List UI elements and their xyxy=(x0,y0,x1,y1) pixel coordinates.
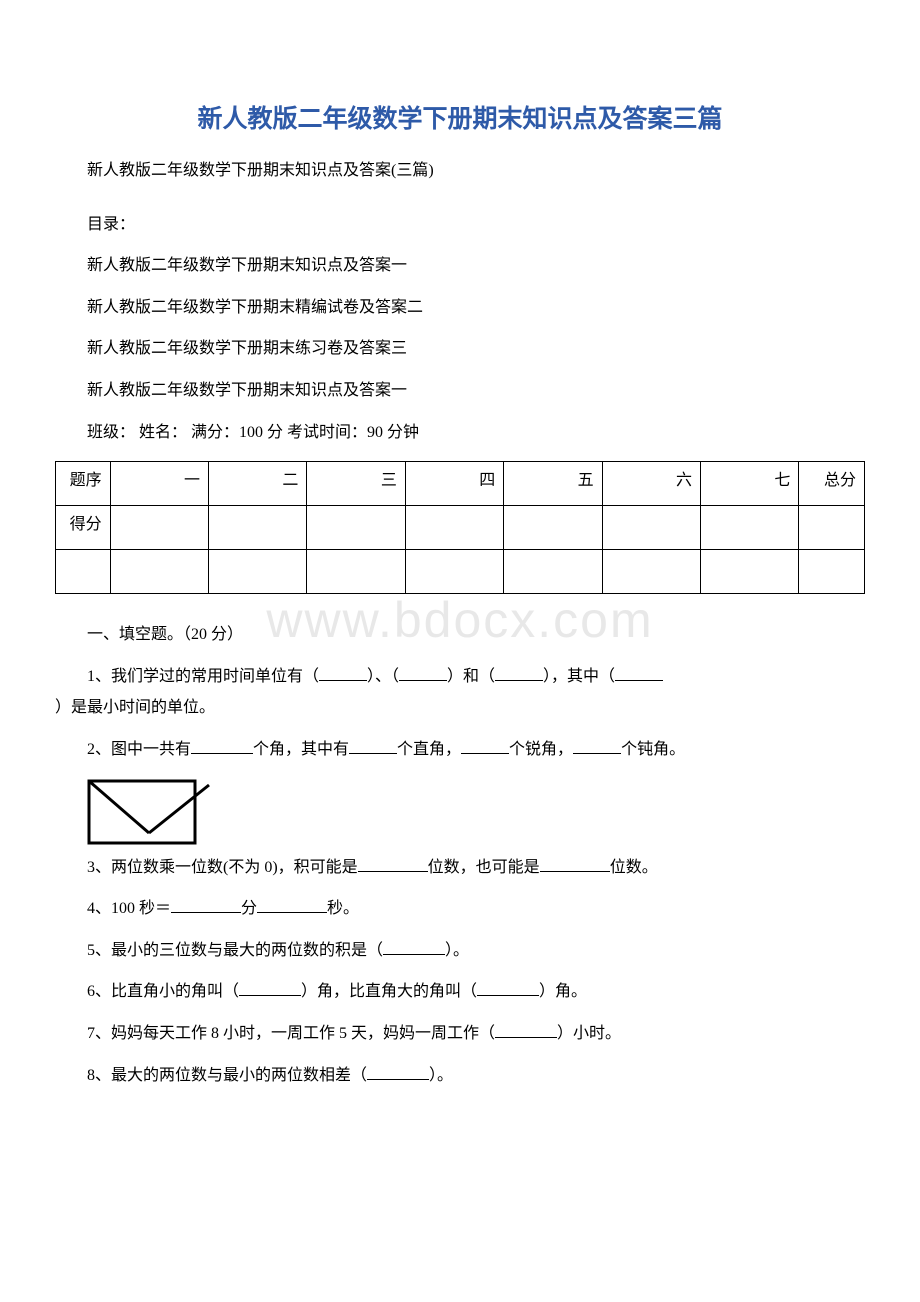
q1-text-c: ）和（ xyxy=(447,668,495,685)
table-cell-col-1: 一 xyxy=(110,462,208,506)
table-cell-header-seq: 题序 xyxy=(56,462,111,506)
blank-underline xyxy=(399,667,447,681)
blank-underline xyxy=(573,740,621,754)
q5-text-a: 5、最小的三位数与最大的两位数的积是（ xyxy=(87,942,383,959)
table-cell-empty xyxy=(307,550,405,594)
q4-text-b: 分 xyxy=(241,900,257,917)
question-1-cont: ）是最小时间的单位。 xyxy=(55,695,865,721)
table-cell-col-7: 七 xyxy=(701,462,799,506)
table-cell-col-5: 五 xyxy=(504,462,602,506)
blank-underline xyxy=(367,1066,429,1080)
table-cell-empty xyxy=(56,550,111,594)
table-cell-empty xyxy=(110,506,208,550)
table-row: 题序 一 二 三 四 五 六 七 总分 xyxy=(56,462,865,506)
toc-header: 目录： xyxy=(55,212,865,238)
blank-underline xyxy=(461,740,509,754)
table-cell-col-3: 三 xyxy=(307,462,405,506)
table-cell-score-label: 得分 xyxy=(56,506,111,550)
table-cell-empty xyxy=(504,506,602,550)
question-6: 6、比直角小的角叫（ ）角，比直角大的角叫（ ）角。 xyxy=(55,979,865,1005)
document-content: 新人教版二年级数学下册期末知识点及答案三篇 新人教版二年级数学下册期末知识点及答… xyxy=(55,100,865,1088)
toc-item-1: 新人教版二年级数学下册期末知识点及答案一 xyxy=(55,253,865,279)
paper-info-line: 班级： 姓名： 满分：100 分 考试时间：90 分钟 xyxy=(55,420,865,446)
q3-text-c: 位数。 xyxy=(610,859,658,876)
table-cell-empty xyxy=(799,506,865,550)
q4-text-c: 秒。 xyxy=(327,900,359,917)
question-3: 3、两位数乘一位数(不为 0)，积可能是 位数，也可能是 位数。 xyxy=(55,855,865,881)
q7-text-b: ）小时。 xyxy=(557,1025,621,1042)
table-cell-empty xyxy=(209,550,307,594)
table-cell-col-2: 二 xyxy=(209,462,307,506)
q1-text-d: ），其中（ xyxy=(543,668,615,685)
blank-underline xyxy=(319,667,367,681)
blank-underline xyxy=(349,740,397,754)
blank-underline xyxy=(257,899,327,913)
q1-text-b: ）、（ xyxy=(367,668,399,685)
toc-item-3: 新人教版二年级数学下册期末练习卷及答案三 xyxy=(55,336,865,362)
envelope-figure xyxy=(87,779,865,845)
q4-text-a: 4、100 秒＝ xyxy=(87,900,171,917)
section-1-title: 一、填空题。（20 分） xyxy=(55,622,865,648)
table-cell-empty xyxy=(504,550,602,594)
blank-underline xyxy=(495,1024,557,1038)
q8-text-a: 8、最大的两位数与最小的两位数相差（ xyxy=(87,1067,367,1084)
table-cell-sum-header: 总分 xyxy=(799,462,865,506)
table-cell-col-6: 六 xyxy=(602,462,700,506)
table-cell-empty xyxy=(602,506,700,550)
score-table: 题序 一 二 三 四 五 六 七 总分 得分 xyxy=(55,461,865,594)
q2-text-d: 个锐角， xyxy=(509,741,573,758)
q7-text-a: 7、妈妈每天工作 8 小时，一周工作 5 天，妈妈一周工作（ xyxy=(87,1025,495,1042)
table-cell-empty xyxy=(307,506,405,550)
question-8: 8、最大的两位数与最小的两位数相差（ ）。 xyxy=(55,1063,865,1089)
table-cell-empty xyxy=(405,506,503,550)
q2-text-b: 个角，其中有 xyxy=(253,741,349,758)
q3-text-b: 位数，也可能是 xyxy=(428,859,540,876)
table-cell-empty xyxy=(602,550,700,594)
question-7: 7、妈妈每天工作 8 小时，一周工作 5 天，妈妈一周工作（ ）小时。 xyxy=(55,1021,865,1047)
blank-underline xyxy=(383,941,445,955)
q2-text-a: 2、图中一共有 xyxy=(87,741,191,758)
q6-text-b: ）角，比直角大的角叫（ xyxy=(301,983,477,1000)
q1-text-a: 1、我们学过的常用时间单位有（ xyxy=(87,668,319,685)
table-cell-empty xyxy=(209,506,307,550)
question-4: 4、100 秒＝ 分 秒。 xyxy=(55,896,865,922)
blank-underline xyxy=(495,667,543,681)
table-cell-empty xyxy=(799,550,865,594)
page-title: 新人教版二年级数学下册期末知识点及答案三篇 xyxy=(55,100,865,140)
blank-underline xyxy=(358,858,428,872)
table-cell-empty xyxy=(405,550,503,594)
blank-underline xyxy=(615,667,663,681)
q1-text-e: ）是最小时间的单位。 xyxy=(55,699,215,716)
table-cell-col-4: 四 xyxy=(405,462,503,506)
blank-underline xyxy=(171,899,241,913)
table-cell-empty xyxy=(701,550,799,594)
subtitle: 新人教版二年级数学下册期末知识点及答案(三篇) xyxy=(55,158,865,184)
table-cell-empty xyxy=(701,506,799,550)
blank-underline xyxy=(540,858,610,872)
question-5: 5、最小的三位数与最大的两位数的积是（ ）。 xyxy=(55,938,865,964)
q2-text-e: 个钝角。 xyxy=(621,741,685,758)
blank-underline xyxy=(239,982,301,996)
question-2: 2、图中一共有 个角，其中有 个直角， 个锐角， 个钝角。 xyxy=(55,737,865,763)
paper-one-title: 新人教版二年级数学下册期末知识点及答案一 xyxy=(55,378,865,404)
envelope-icon xyxy=(87,779,212,845)
question-1: 1、我们学过的常用时间单位有（ ）、（ ）和（ ），其中（ xyxy=(55,664,865,690)
blank-underline xyxy=(477,982,539,996)
blank-underline xyxy=(191,740,253,754)
q6-text-c: ）角。 xyxy=(539,983,587,1000)
q6-text-a: 6、比直角小的角叫（ xyxy=(87,983,239,1000)
q3-text-a: 3、两位数乘一位数(不为 0)，积可能是 xyxy=(87,859,358,876)
table-row: 得分 xyxy=(56,506,865,550)
table-cell-empty xyxy=(110,550,208,594)
table-row xyxy=(56,550,865,594)
toc-item-2: 新人教版二年级数学下册期末精编试卷及答案二 xyxy=(55,295,865,321)
q5-text-b: ）。 xyxy=(445,942,469,959)
q8-text-b: ）。 xyxy=(429,1067,453,1084)
q2-text-c: 个直角， xyxy=(397,741,461,758)
